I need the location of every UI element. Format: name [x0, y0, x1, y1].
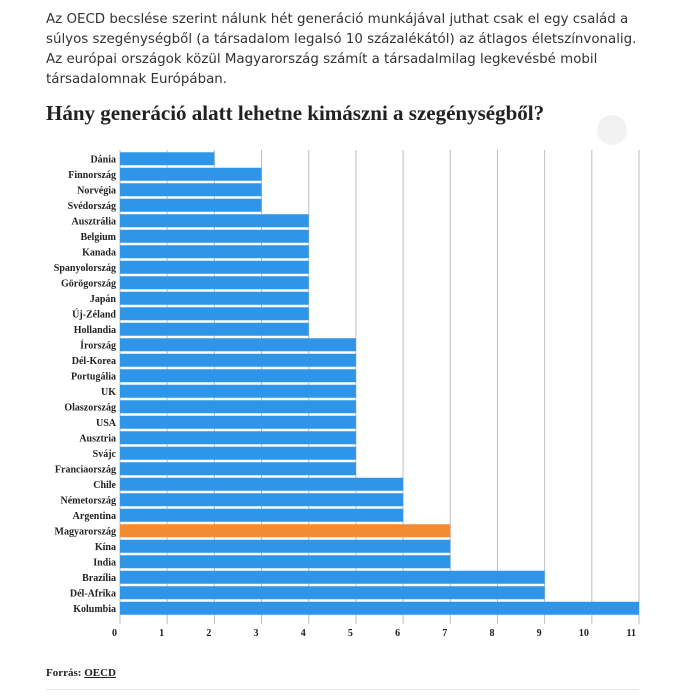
category-label: Brazília	[82, 573, 116, 584]
category-label: Norvégia	[77, 185, 116, 196]
category-label: Németország	[60, 495, 116, 506]
bar	[120, 446, 356, 460]
category-label: Hollandia	[74, 325, 116, 336]
bars	[120, 152, 639, 615]
bar	[120, 353, 356, 367]
category-label: Dél-Afrika	[70, 588, 116, 599]
bar	[120, 431, 356, 445]
bar	[120, 291, 309, 305]
bar	[120, 245, 309, 259]
category-label: Argentina	[73, 511, 116, 522]
category-label: Franciaország	[55, 464, 116, 475]
bar	[120, 229, 309, 243]
category-label: Dánia	[90, 154, 116, 165]
bar	[120, 307, 309, 321]
watermark-circle	[597, 115, 627, 145]
category-label: Kolumbia	[73, 604, 116, 615]
category-label: Ausztrália	[72, 216, 116, 227]
category-label: Új-Zéland	[72, 308, 116, 320]
source-note: Forrás: OECD	[46, 667, 116, 679]
category-label: Ausztria	[79, 433, 116, 444]
category-label: Spanyolország	[54, 263, 116, 274]
bar	[120, 555, 451, 569]
category-label: Dél-Korea	[72, 356, 116, 367]
tick-label: 1	[159, 628, 164, 639]
bar	[120, 415, 356, 429]
category-label: Chile	[93, 480, 116, 491]
tick-label: 10	[579, 628, 589, 639]
category-label: Svédország	[68, 201, 116, 212]
category-label: Kína	[95, 542, 116, 553]
bar	[120, 322, 309, 336]
intro-paragraph: Az OECD becslése szerint nálunk hét gene…	[46, 12, 637, 87]
bar	[120, 198, 262, 212]
bar	[120, 214, 309, 228]
source-label: Forrás:	[46, 667, 82, 679]
category-label: Svájc	[93, 449, 117, 460]
category-label: Magyarország	[55, 526, 116, 537]
bar	[120, 462, 356, 476]
bar	[120, 570, 545, 584]
category-label: Belgium	[80, 232, 116, 243]
tick-label: 3	[254, 628, 259, 639]
bar	[120, 400, 356, 414]
category-label: India	[93, 557, 116, 568]
bar	[120, 152, 215, 166]
tick-label: 9	[537, 628, 542, 639]
category-label: UK	[101, 387, 116, 398]
tick-label: 6	[395, 628, 400, 639]
tick-label: 5	[348, 628, 353, 639]
source-link[interactable]: OECD	[84, 667, 116, 679]
tick-label: 11	[627, 628, 636, 639]
bar	[120, 601, 639, 615]
category-label: Írország	[80, 339, 116, 351]
bar	[120, 508, 404, 522]
tick-label: 0	[112, 628, 117, 639]
category-label: Olaszország	[64, 402, 116, 413]
bar	[120, 493, 404, 507]
bar	[120, 369, 356, 383]
category-label: Portugália	[71, 371, 116, 382]
category-label: Japán	[90, 294, 117, 305]
category-label: Kanada	[82, 247, 116, 258]
tick-label: 2	[206, 628, 211, 639]
x-axis-ticks: 0 1 2 3 4 5 6 7 8 9 10 11	[112, 628, 636, 639]
chart-title: Hány generáció alatt lehetne kimászni a …	[46, 101, 545, 125]
bar	[120, 167, 262, 181]
bar	[120, 477, 404, 491]
bar	[120, 338, 356, 352]
bar	[120, 586, 545, 600]
divider	[46, 689, 639, 690]
category-label: Finnország	[68, 170, 116, 181]
bar-chart: Dánia Finnország Norvégia Svédország Ausztrá…	[54, 150, 640, 639]
bar	[120, 384, 356, 398]
category-labels: Dánia Finnország Norvégia Svédország Ausztrá…	[54, 154, 117, 615]
tick-label: 7	[442, 628, 447, 639]
bar	[120, 524, 451, 538]
tick-label: 4	[301, 628, 306, 639]
tick-label: 8	[489, 628, 494, 639]
bar	[120, 276, 309, 290]
category-label: USA	[96, 418, 117, 429]
bar	[120, 539, 451, 553]
category-label: Görögország	[61, 278, 116, 289]
bar	[120, 183, 262, 197]
bar	[120, 260, 309, 274]
